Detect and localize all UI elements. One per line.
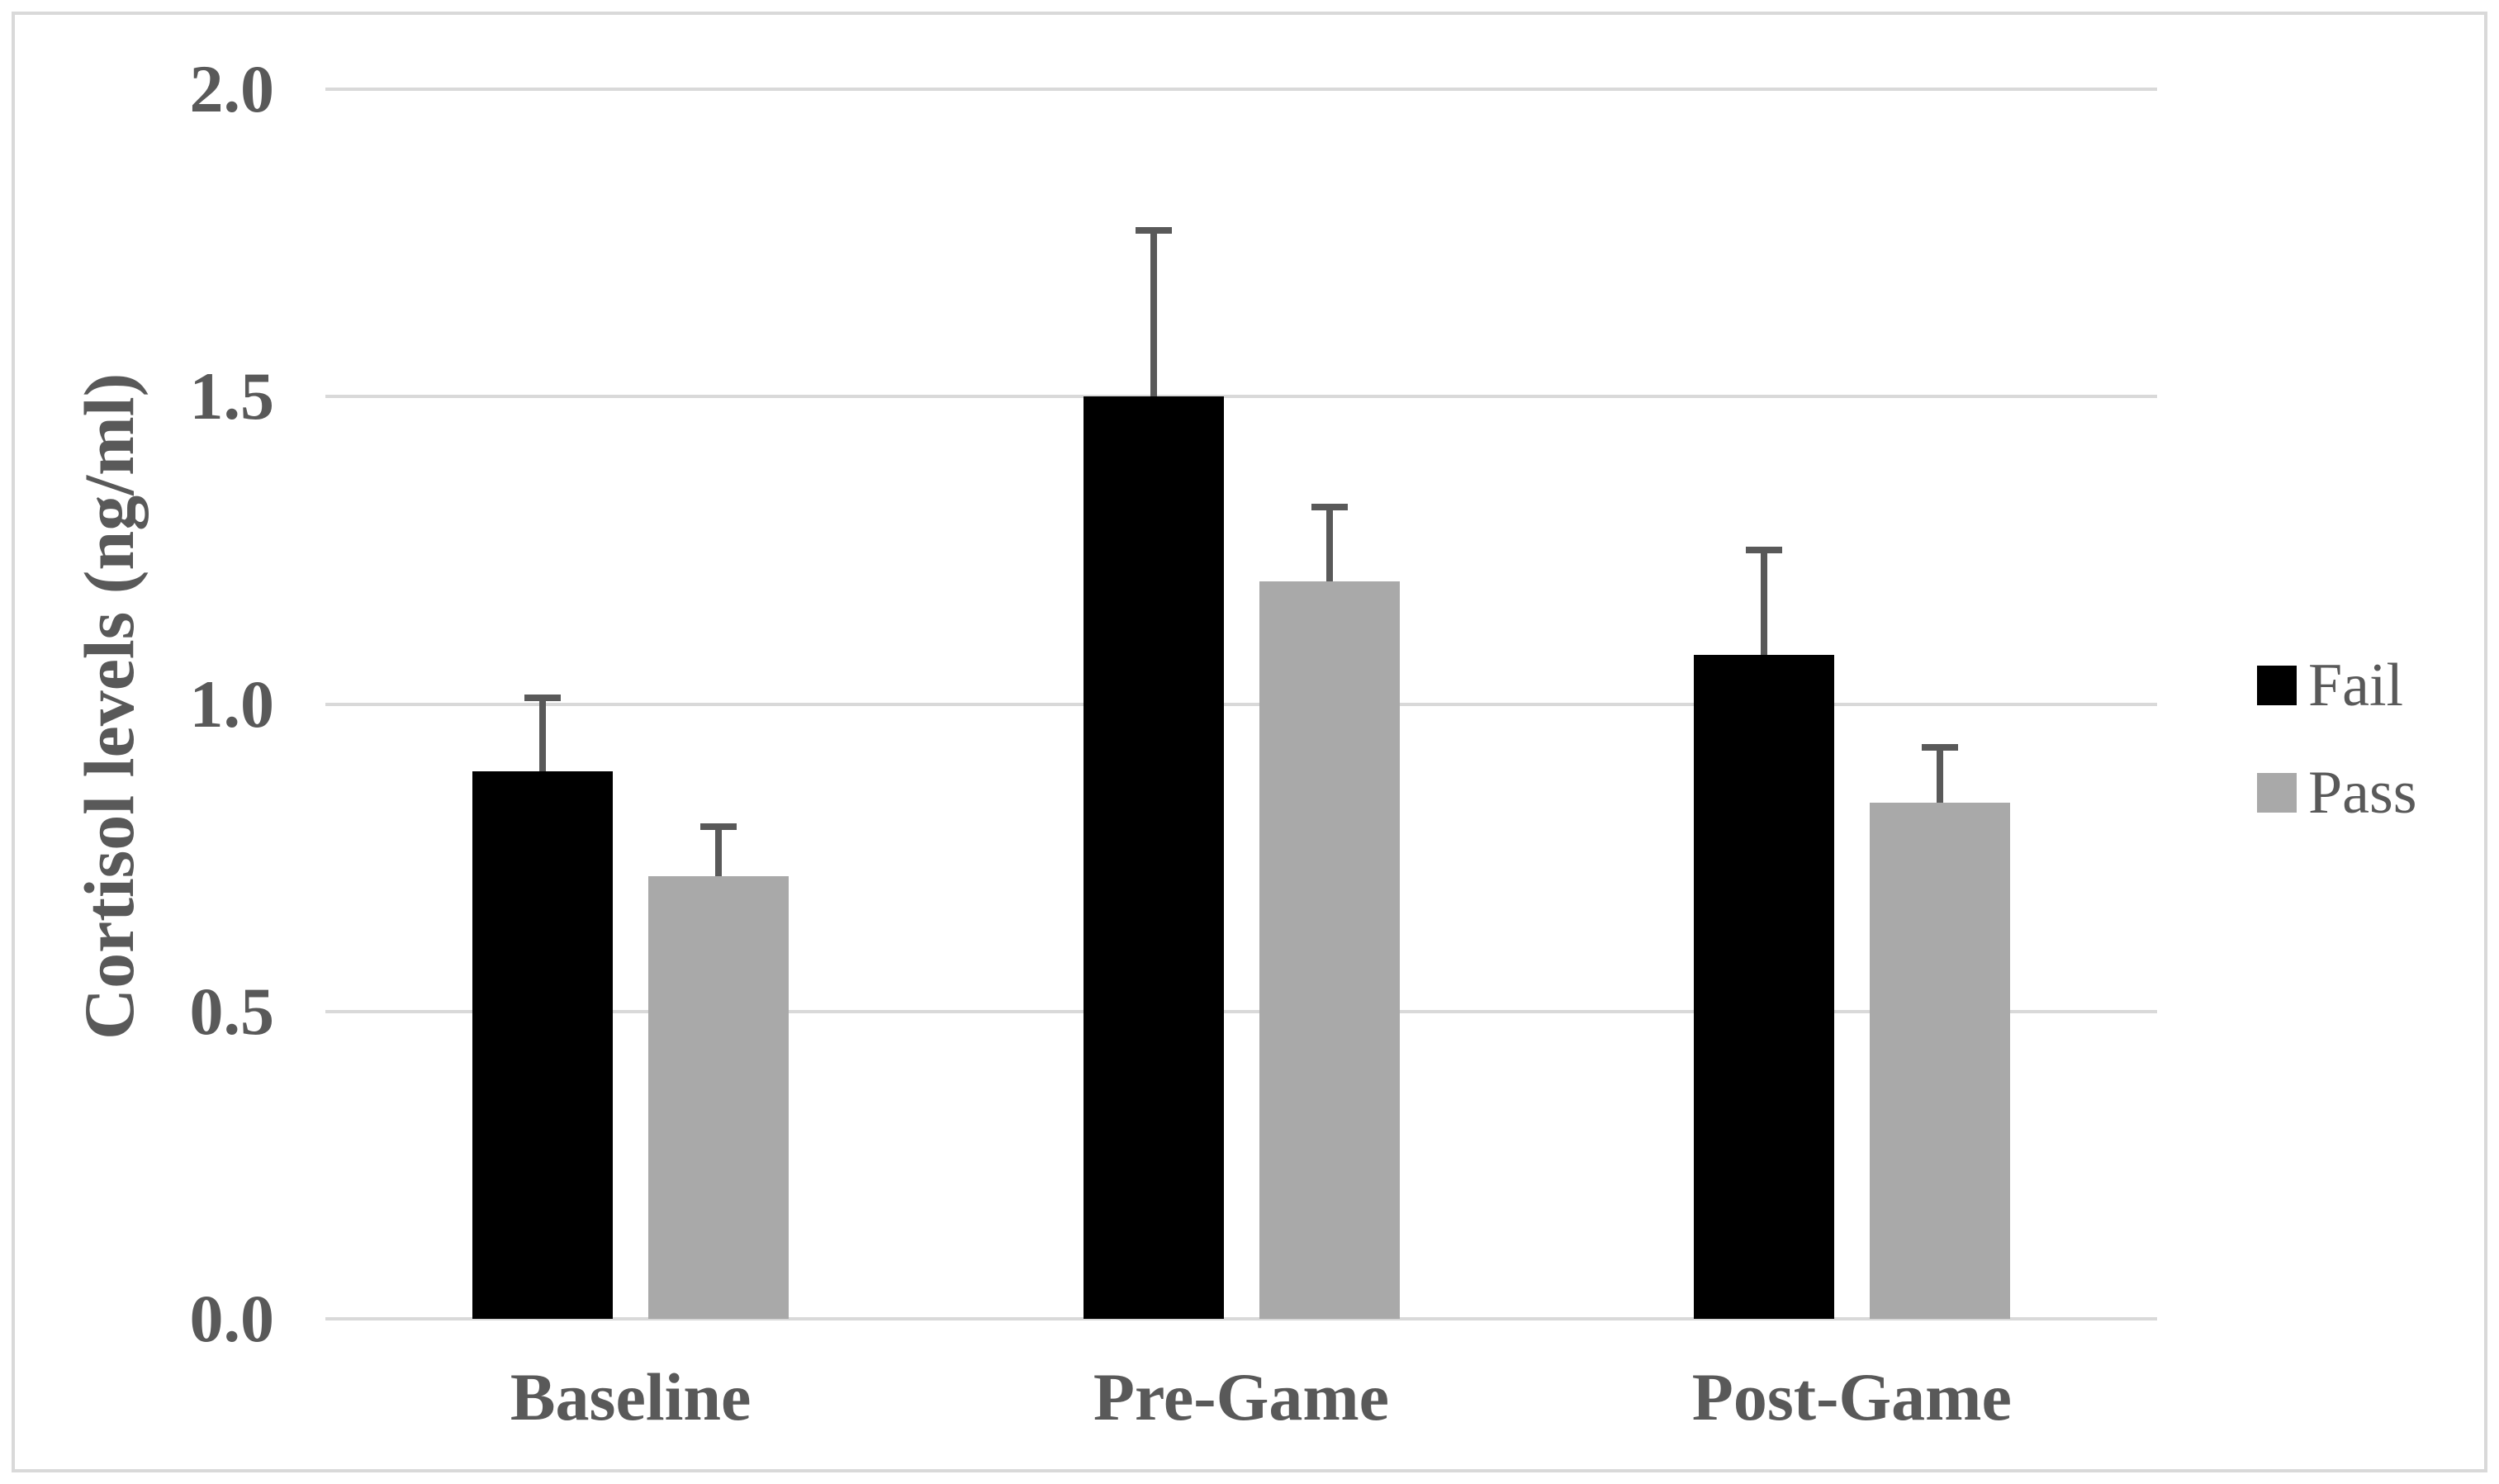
legend-label-pass: Pass	[2308, 759, 2417, 827]
figure-border	[12, 12, 2487, 1472]
y-axis-tick-label: 1.5	[189, 358, 275, 434]
x-axis-label-post-game: Post-Game	[1691, 1359, 2012, 1434]
legend-swatch-pass	[2257, 773, 2297, 813]
x-axis-label-baseline: Baseline	[510, 1359, 752, 1434]
bar-pass-baseline	[648, 875, 790, 1319]
error-bar-cap	[1745, 547, 1782, 554]
bar-fail-pre-game	[1083, 396, 1224, 1319]
bar-pass-post-game	[1869, 802, 2010, 1319]
y-axis-tick-label: 1.0	[189, 666, 275, 742]
legend: Fail Pass	[2257, 644, 2417, 834]
error-bar-cap	[524, 695, 562, 702]
y-axis-tick-label: 0.0	[189, 1281, 275, 1356]
error-bar-cap	[1311, 504, 1348, 511]
error-bar-line	[1936, 747, 1943, 803]
error-bar-cap	[1135, 227, 1172, 235]
gridline	[325, 395, 2157, 399]
error-bar-line	[1325, 507, 1333, 581]
error-bar-line	[1760, 550, 1767, 655]
gridline	[325, 88, 2157, 91]
error-bar-line	[715, 827, 723, 876]
legend-label-fail: Fail	[2308, 652, 2404, 719]
legend-item-fail: Fail	[2257, 644, 2417, 727]
y-axis-tick-label: 0.5	[189, 973, 275, 1049]
error-bar-cap	[700, 823, 737, 831]
bar-fail-baseline	[472, 771, 614, 1319]
gridline	[325, 1317, 2157, 1320]
error-bar-line	[1150, 230, 1157, 397]
plot-area	[325, 88, 2157, 1320]
legend-item-pass: Pass	[2257, 751, 2417, 834]
error-bar-line	[539, 698, 547, 772]
legend-swatch-fail	[2257, 666, 2297, 705]
bar-fail-post-game	[1693, 654, 1834, 1319]
y-axis-tick-label: 2.0	[189, 51, 275, 126]
gridline	[325, 1009, 2157, 1013]
bar-pass-pre-game	[1259, 581, 1400, 1319]
error-bar-cap	[1921, 743, 1958, 751]
x-axis-label-pre-game: Pre-Game	[1093, 1359, 1390, 1434]
gridline	[325, 702, 2157, 706]
